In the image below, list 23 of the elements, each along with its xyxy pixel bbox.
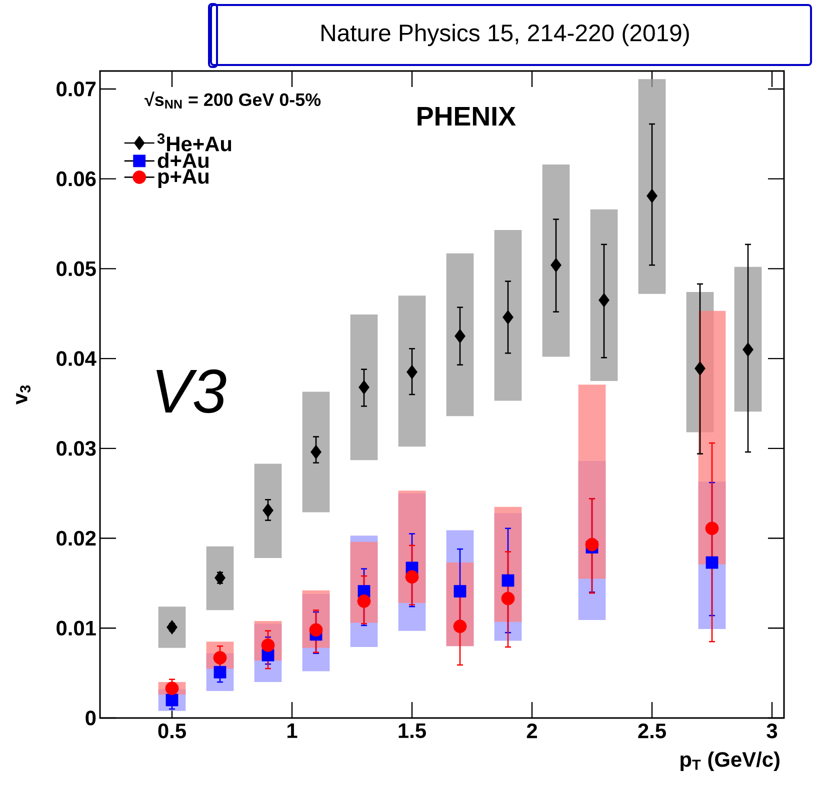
annotation: V3 (156, 369, 226, 414)
y-tick-label: 0.02 (56, 530, 96, 546)
y-tick-label: 0.06 (56, 171, 96, 186)
legend-label: $^{3}$He+Au (157, 133, 232, 152)
x-axis-title: p$_{T}$ (GeV/c) (680, 752, 780, 772)
legend-label: d+Au (158, 152, 209, 168)
y-tick-label: 0.03 (56, 440, 96, 456)
annotation: √s$_{NN}$ = 200 GeV 0-5% (144, 92, 321, 109)
legend-label: p+Au (158, 169, 209, 188)
x-tick-label: 1.5 (398, 724, 426, 738)
y-axis-title: v$_{3}$ (16, 385, 30, 405)
y-tick-label: 0.01 (56, 620, 96, 636)
y-tick-label: 0.07 (56, 82, 96, 96)
y-tick-label: 0.05 (56, 261, 96, 276)
annotation: PHENIX (418, 107, 516, 126)
x-tick-label: 1 (287, 724, 298, 738)
text: Nature Physics 15, 214-220 (2019) (322, 24, 689, 46)
x-tick-label: 2 (526, 724, 537, 738)
y-tick-label: 0.04 (56, 351, 96, 366)
x-tick-label: 2.5 (638, 724, 666, 738)
x-tick-label: 0.5 (158, 724, 186, 738)
y-tick-label: 0 (86, 710, 96, 726)
x-tick-label: 3 (766, 724, 778, 738)
